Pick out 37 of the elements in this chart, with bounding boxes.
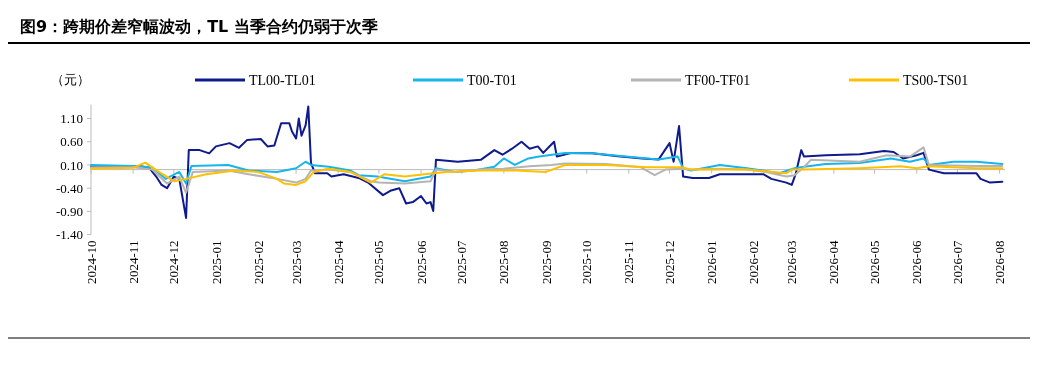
x-tick-label: 2025-10 — [579, 240, 595, 284]
line-series — [90, 151, 1004, 185]
x-tick-label: 2026-01 — [704, 240, 720, 284]
legend-label: TS00-TS01 — [903, 72, 969, 88]
x-tick-label: 2025-04 — [330, 240, 346, 284]
x-tick-label: 2025-08 — [496, 240, 512, 284]
x-tick-label: 2025-02 — [250, 240, 266, 284]
x-tick-label: 2026-06 — [909, 240, 925, 284]
legend-label: T00-T01 — [467, 72, 517, 88]
legend-label: TL00-TL01 — [249, 72, 316, 88]
x-tick-label: 2025-05 — [371, 240, 387, 284]
x-tick-label: 2024-12 — [166, 240, 182, 284]
x-tick-label: 2026-04 — [826, 240, 842, 284]
x-tick-label: 2026-07 — [950, 240, 966, 284]
y-tick-label: 0.10 — [60, 157, 83, 173]
x-tick-label: 2024-11 — [125, 240, 141, 284]
x-tick-label: 2026-08 — [992, 240, 1008, 284]
x-tick-label: 2025-06 — [413, 240, 429, 284]
x-tick-label: 2024-10 — [83, 240, 99, 284]
x-tick-label: 2025-12 — [662, 240, 678, 284]
x-tick-label: 2025-11 — [621, 240, 637, 284]
x-tick-label: 2025-01 — [208, 240, 224, 284]
x-tick-label: 2026-05 — [867, 240, 883, 284]
x-tick-label: 2025-07 — [454, 240, 470, 284]
y-tick-label: -0.40 — [55, 180, 83, 196]
y-tick-label: 0.60 — [60, 134, 83, 150]
y-axis-title: （元） — [50, 72, 90, 87]
legend-label: TF00-TF01 — [685, 72, 751, 88]
chart-title: 图9：跨期价差窄幅波动，TL 当季合约仍弱于次季 — [20, 17, 378, 36]
y-tick-label: -0.90 — [55, 203, 83, 219]
x-tick-label: 2026-02 — [746, 240, 762, 284]
line-series — [90, 161, 1004, 186]
y-tick-label: 1.10 — [60, 111, 83, 127]
x-tick-label: 2025-03 — [288, 240, 304, 284]
y-tick-label: -1.40 — [55, 227, 83, 243]
x-tick-label: 2025-09 — [538, 240, 554, 284]
x-tick-label: 2026-03 — [784, 240, 800, 284]
